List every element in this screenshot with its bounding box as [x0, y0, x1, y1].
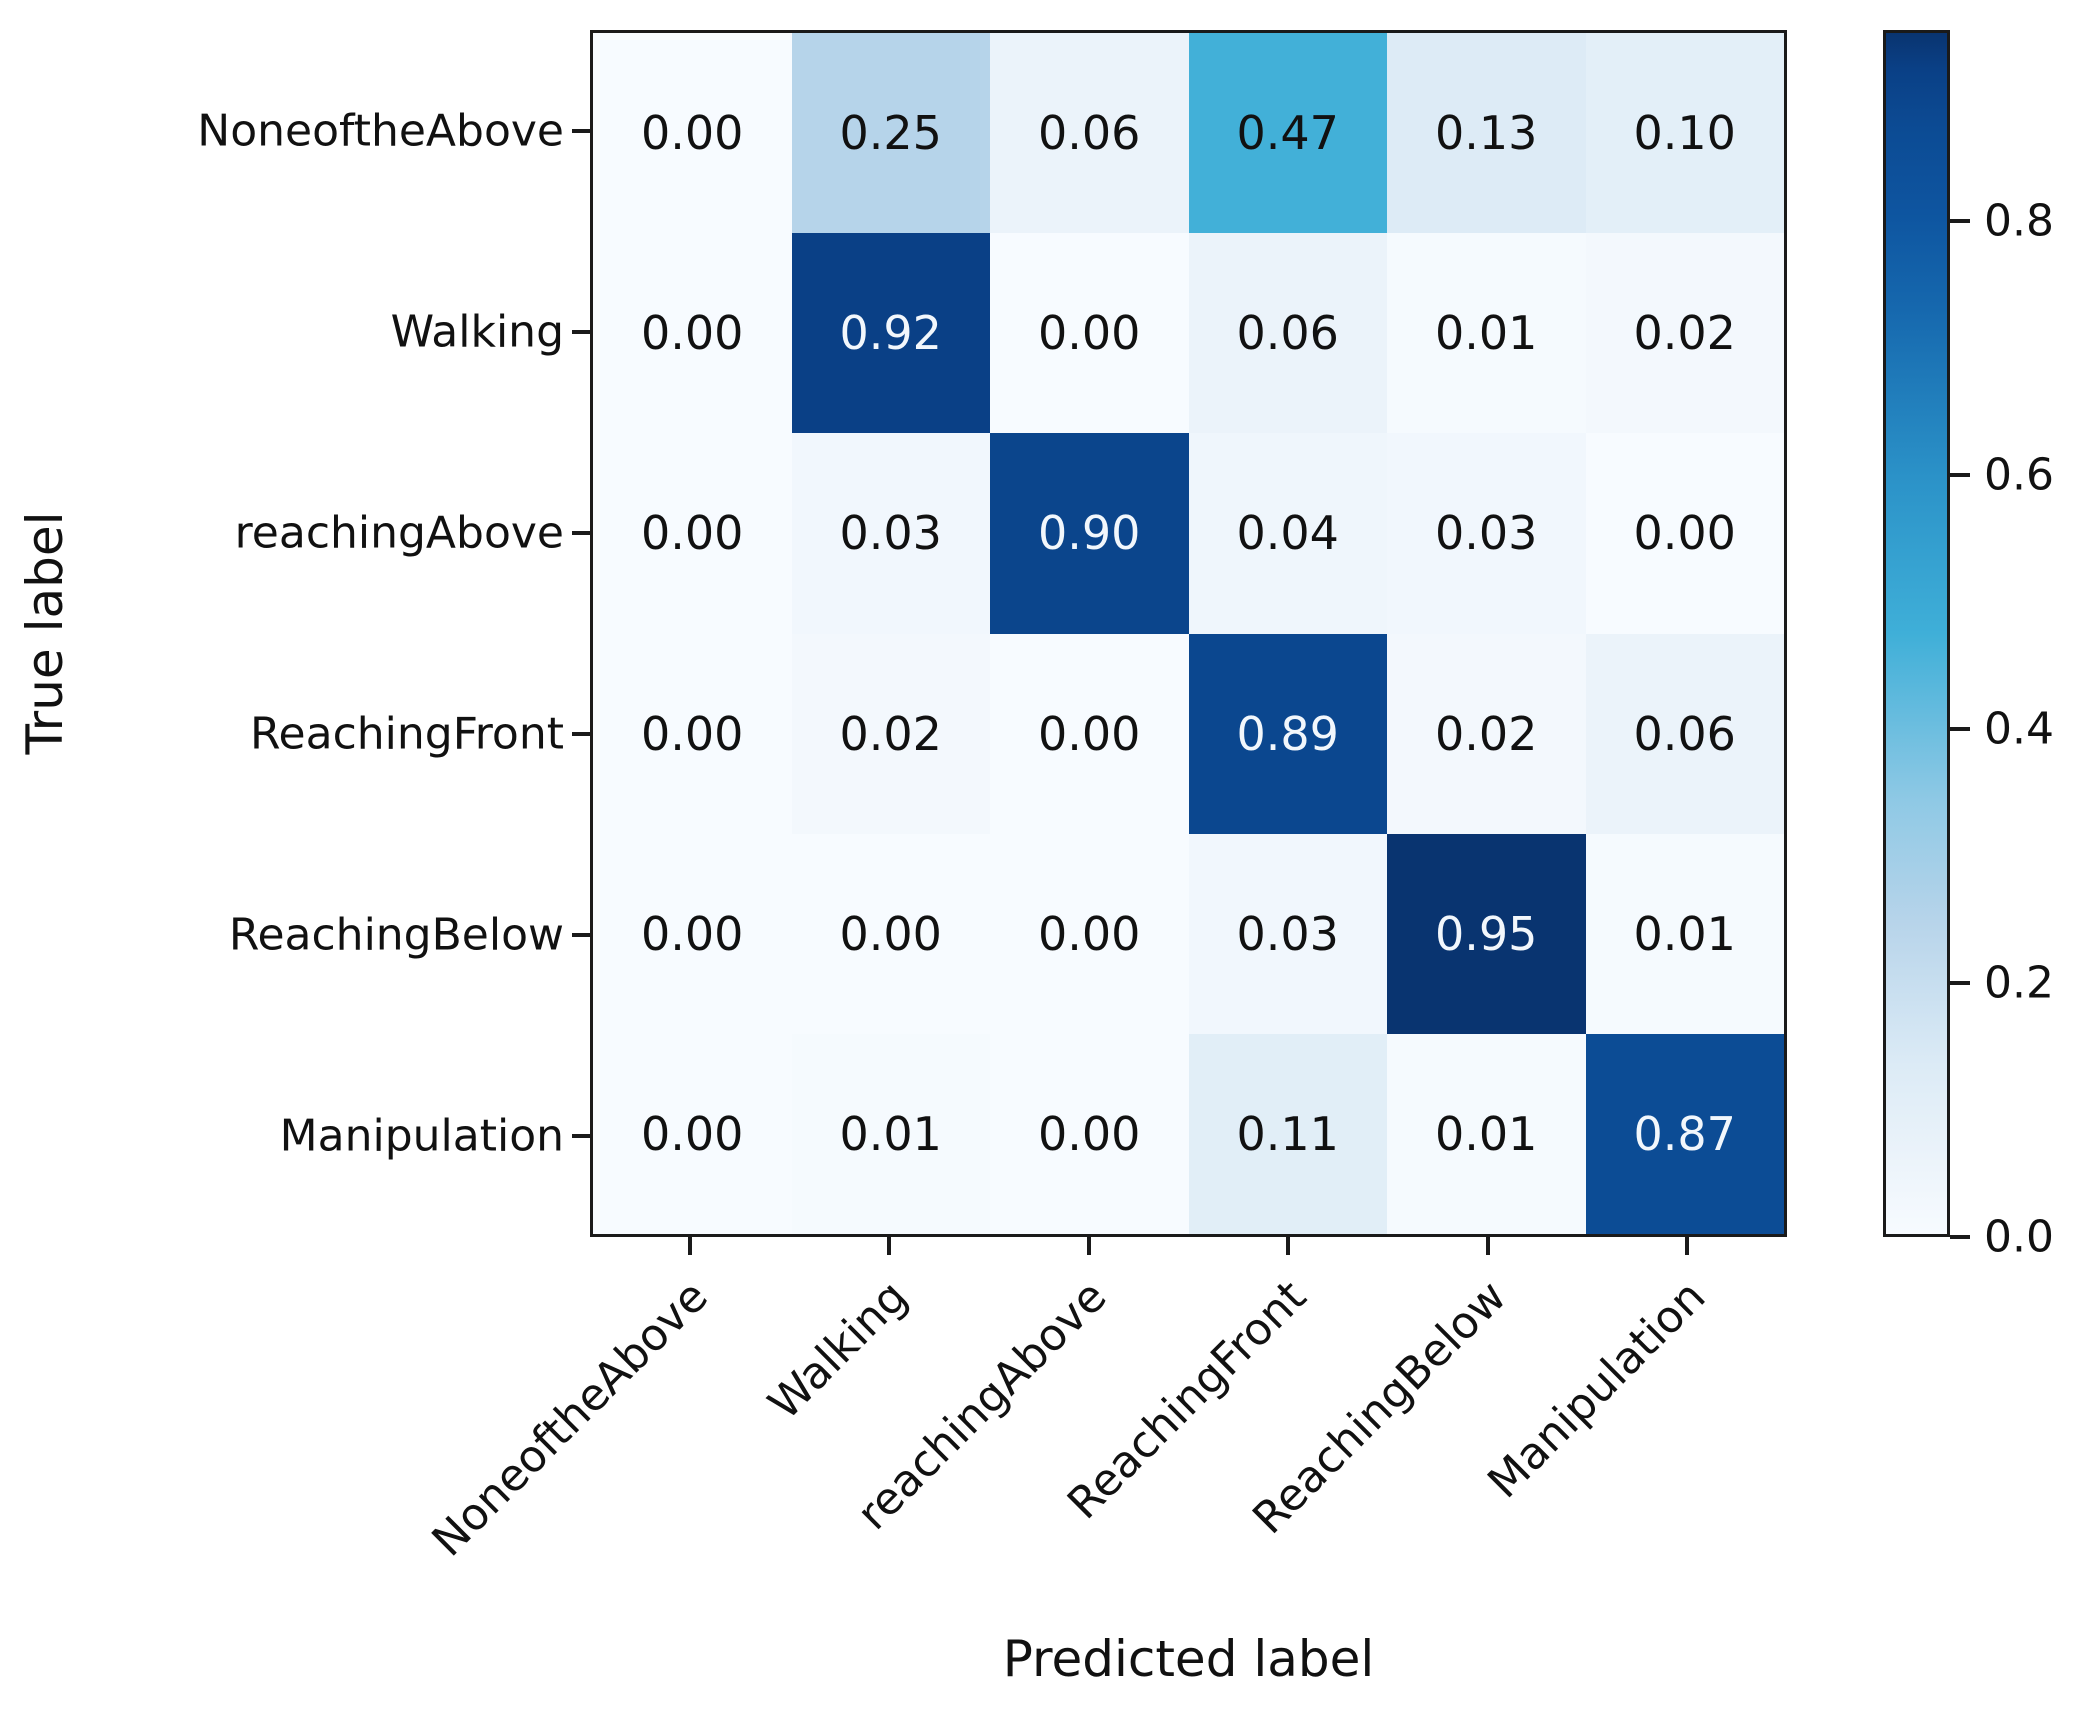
- y-tick-mark: [572, 933, 590, 938]
- colorbar: [1883, 30, 1950, 1237]
- heatmap-cell: 0.13: [1387, 33, 1586, 234]
- colorbar-tick-label: 0.4: [1984, 703, 2054, 755]
- y-tick-mark: [572, 128, 590, 133]
- heatmap-cell: 0.00: [990, 833, 1189, 1034]
- heatmap-cell: 0.06: [1188, 233, 1387, 434]
- x-tick-mark: [1286, 1237, 1291, 1255]
- heatmap-cell: 0.87: [1585, 1033, 1784, 1234]
- heatmap-cell: 0.11: [1188, 1033, 1387, 1234]
- x-tick-mark: [887, 1237, 892, 1255]
- y-tick-mark: [572, 732, 590, 737]
- heatmap-cell: 0.03: [791, 433, 990, 634]
- heatmap-cell: 0.92: [791, 233, 990, 434]
- heatmap-plot: 0.00 0.25 0.06 0.47 0.13 0.10 0.00 0.92 0.00 0.06…: [590, 30, 1787, 1237]
- heatmap-cell: 0.01: [1387, 1033, 1586, 1234]
- x-tick-label: NoneoftheAbove: [422, 1271, 718, 1567]
- heatmap-cell: 0.89: [1188, 633, 1387, 834]
- heatmap-cell: 0.00: [1585, 433, 1784, 634]
- heatmap-cell: 0.01: [791, 1033, 990, 1234]
- x-tick-mark: [687, 1237, 692, 1255]
- colorbar-tick-mark: [1950, 726, 1970, 731]
- heatmap-cell: 0.00: [990, 633, 1189, 834]
- heatmap-cell: 0.06: [990, 33, 1189, 234]
- heatmap-cell: 0.00: [593, 433, 792, 634]
- heatmap-cell: 0.00: [593, 233, 792, 434]
- heatmap-cell: 0.00: [990, 1033, 1189, 1234]
- y-tick-mark: [572, 329, 590, 334]
- heatmap-cell: 0.04: [1188, 433, 1387, 634]
- colorbar-tick-mark: [1950, 1235, 1970, 1239]
- heatmap-cell: 0.01: [1585, 833, 1784, 1034]
- y-tick-label: Walking: [390, 306, 564, 358]
- y-tick-label: ReachingBelow: [228, 909, 564, 961]
- x-tick-mark: [1485, 1237, 1490, 1255]
- y-axis-title: True label: [16, 511, 74, 755]
- colorbar-tick-label: 0.0: [1984, 1211, 2054, 1263]
- colorbar-tick-label: 0.6: [1984, 449, 2054, 501]
- y-tick-label: ReachingFront: [249, 708, 564, 760]
- x-tick-mark: [1086, 1237, 1091, 1255]
- colorbar-tick-mark: [1950, 472, 1970, 477]
- heatmap-cell: 0.00: [593, 633, 792, 834]
- heatmap-cell: 0.03: [1188, 833, 1387, 1034]
- heatmap-cell: 0.02: [1387, 633, 1586, 834]
- x-tick-mark: [1685, 1237, 1690, 1255]
- colorbar-tick-mark: [1950, 980, 1970, 985]
- heatmap-cell: 0.00: [593, 1033, 792, 1234]
- y-tick-mark: [572, 530, 590, 535]
- heatmap-cell: 0.03: [1387, 433, 1586, 634]
- heatmap-cell: 0.02: [1585, 233, 1784, 434]
- heatmap-cell: 0.25: [791, 33, 990, 234]
- heatmap-cell: 0.00: [593, 833, 792, 1034]
- heatmap-cell: 0.02: [791, 633, 990, 834]
- heatmap-cell: 0.00: [990, 233, 1189, 434]
- heatmap-cell: 0.06: [1585, 633, 1784, 834]
- colorbar-tick-mark: [1950, 218, 1970, 223]
- x-axis-title: Predicted label: [1002, 1630, 1375, 1688]
- x-tick-label: Walking: [758, 1271, 918, 1430]
- heatmap-cell: 0.95: [1387, 833, 1586, 1034]
- heatmap-cell: 0.10: [1585, 33, 1784, 234]
- heatmap-cell: 0.90: [990, 433, 1189, 634]
- heatmap-cell: 0.00: [593, 33, 792, 234]
- y-tick-mark: [572, 1134, 590, 1139]
- y-tick-label: reachingAbove: [234, 507, 564, 559]
- heatmap-cell: 0.01: [1387, 233, 1586, 434]
- colorbar-tick-label: 0.8: [1984, 195, 2054, 247]
- heatmap-cell: 0.47: [1188, 33, 1387, 234]
- y-tick-label: NoneoftheAbove: [197, 105, 564, 157]
- heatmap-cell: 0.00: [791, 833, 990, 1034]
- colorbar-tick-label: 0.2: [1984, 957, 2054, 1009]
- y-tick-label: Manipulation: [279, 1110, 564, 1162]
